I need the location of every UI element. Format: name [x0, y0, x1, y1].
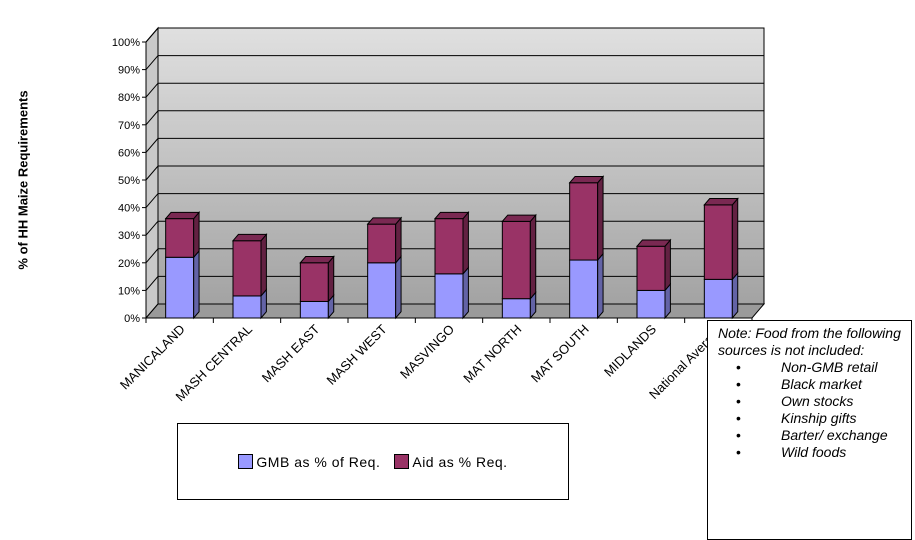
- note-item: Kinship gifts: [718, 410, 903, 427]
- note-item: Own stocks: [718, 393, 903, 410]
- bar-gmb: [434, 273, 464, 319]
- chart: 0% 10% 20% 30% 40% 50% 60% 70% 80% 90% 100% MANICAL…: [112, 26, 766, 404]
- bar-gmb: [703, 278, 733, 319]
- bar-gmb: [232, 295, 262, 319]
- x-tick-label: MANICALAND: [117, 322, 188, 393]
- bar-gmb: [367, 262, 397, 319]
- bar-side-aid: [462, 210, 469, 276]
- note-list: Non-GMB retail Black market Own stocks K…: [718, 359, 903, 461]
- bar-side-gmb: [597, 252, 604, 320]
- bar-side-gmb: [193, 249, 200, 320]
- x-tick-label: MASVINGO: [397, 322, 457, 382]
- y-tick-label: 20%: [118, 258, 140, 270]
- bar-top: [501, 214, 537, 222]
- note-item: Non-GMB retail: [718, 359, 903, 376]
- bar-top: [366, 217, 403, 225]
- bar-aid: [501, 220, 531, 300]
- bar-side-aid: [597, 175, 604, 262]
- legend-item-gmb: GMB as % of Req.: [238, 454, 380, 470]
- bar-top: [231, 233, 268, 242]
- bar-gmb: [501, 298, 531, 319]
- y-tick-label: 100%: [112, 37, 140, 49]
- note-item: Black market: [718, 376, 903, 393]
- gridline: [145, 275, 764, 291]
- note-text: Note: Food from the following sources is…: [718, 325, 901, 358]
- bar-side-aid: [529, 213, 537, 301]
- gridline: [145, 55, 764, 70]
- bar-top: [568, 175, 605, 184]
- y-tick-label: 70%: [118, 120, 140, 132]
- bar-aid: [636, 245, 666, 291]
- x-tick-label: MIDLANDS: [601, 321, 659, 379]
- bar-aid: [367, 223, 397, 264]
- bar-side-gmb: [731, 271, 739, 320]
- legend-label-gmb: GMB as % of Req.: [256, 453, 381, 470]
- bar-side-gmb: [462, 266, 469, 320]
- y-axis-title: % of HH Maize Requirements: [10, 45, 36, 315]
- x-tick-label: MASH EAST: [259, 321, 323, 385]
- bar-side-gmb: [395, 255, 402, 320]
- bar-top: [433, 211, 470, 220]
- gridline: [145, 165, 764, 181]
- y-axis-title-text: % of HH Maize Requirements: [15, 90, 31, 270]
- bar-aid: [299, 262, 329, 302]
- legend-swatch-aid: [394, 454, 410, 469]
- bar-side-aid: [327, 255, 335, 303]
- bar-side-aid: [193, 210, 200, 259]
- bar-aid: [232, 240, 262, 297]
- bar-gmb: [636, 289, 666, 319]
- bar-side-aid: [731, 197, 739, 281]
- gridline: [145, 110, 764, 126]
- note-item: Wild foods: [718, 444, 903, 461]
- y-tick-label: 40%: [118, 203, 140, 215]
- legend-swatch-gmb: [238, 454, 254, 469]
- y-tick-label: 60%: [118, 147, 140, 159]
- y-tick-label: 30%: [118, 230, 140, 242]
- y-tick-label: 80%: [118, 92, 140, 104]
- x-tick-label: MASH WEST: [324, 321, 390, 387]
- x-tick-label: MAT NORTH: [460, 322, 524, 386]
- y-tick-label: 10%: [118, 285, 140, 297]
- bar-aid: [569, 182, 599, 261]
- bar-side-aid: [395, 216, 402, 265]
- gridline: [145, 27, 764, 43]
- legend-item-aid: Aid as % Req.: [394, 454, 507, 470]
- y-tick-label: 0%: [124, 313, 140, 325]
- bar-gmb: [165, 256, 195, 319]
- x-tick-label: MAT SOUTH: [528, 322, 592, 386]
- gridline: [145, 193, 764, 208]
- bar-side-aid: [260, 233, 267, 298]
- gridline: [145, 82, 764, 98]
- y-tick-label: 50%: [118, 175, 140, 187]
- bar-top: [299, 256, 335, 264]
- gridline: [145, 248, 764, 264]
- bar-side-aid: [664, 238, 671, 292]
- legend-label-aid: Aid as % Req.: [412, 453, 508, 470]
- note-box: Note: Food from the following sources is…: [707, 320, 912, 540]
- legend: GMB as % of Req. Aid as % Req.: [177, 423, 569, 500]
- bar-gmb: [299, 300, 329, 319]
- bar-top: [164, 211, 201, 220]
- bar-aid: [703, 204, 733, 280]
- bar-aid: [434, 218, 464, 275]
- bar-aid: [165, 218, 195, 258]
- bar-top: [703, 198, 739, 206]
- bar-gmb: [569, 259, 599, 319]
- gridline: [145, 137, 764, 153]
- gridline: [145, 220, 764, 236]
- bar-top: [635, 239, 672, 247]
- y-tick-label: 90%: [118, 65, 140, 77]
- note-item: Barter/ exchange: [718, 427, 903, 444]
